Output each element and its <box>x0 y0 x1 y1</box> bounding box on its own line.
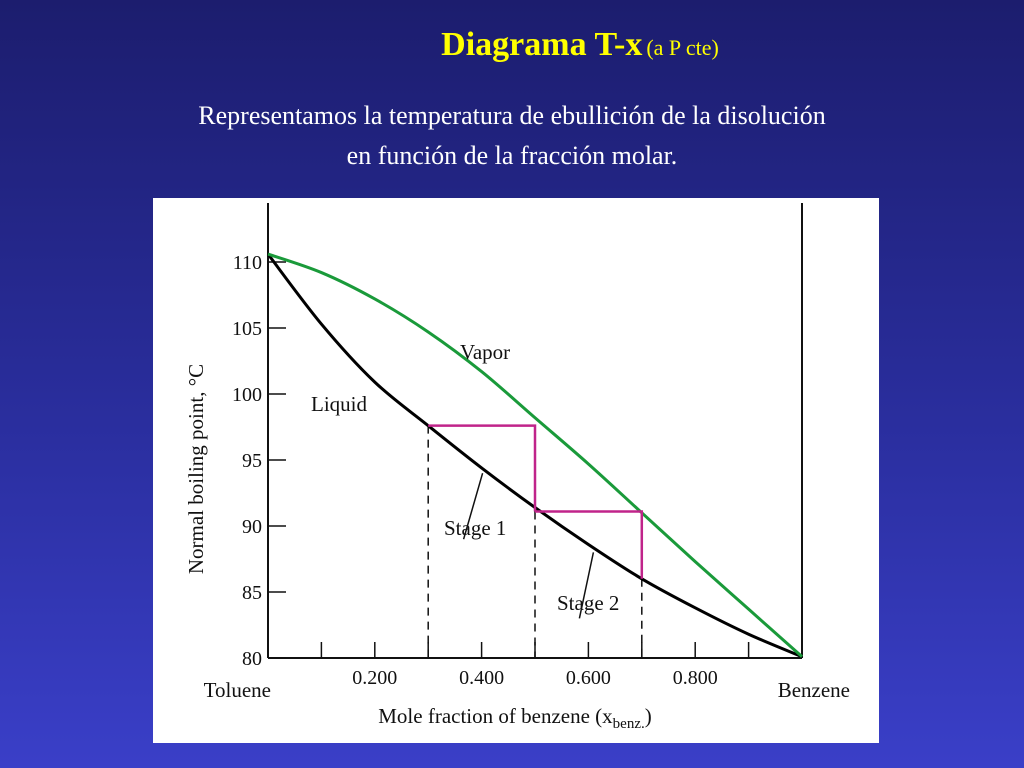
liquid-curve <box>266 253 803 659</box>
x-tick-label-4: 0.800 <box>673 667 718 689</box>
vapor-curve-label: Vapor <box>460 340 510 364</box>
stage-2-step <box>535 510 644 579</box>
stage-2-label: Stage 2 <box>557 591 619 615</box>
y-tick-label-100: 100 <box>232 384 262 406</box>
x-tick-label-3: 0.600 <box>566 667 611 689</box>
tx-diagram-chart: Normal boiling point, °C 0.200 0.400 0.6… <box>184 203 850 732</box>
y-tick-label-110: 110 <box>233 252 262 274</box>
stage-2-leader-line <box>578 552 595 619</box>
y-tick-label-95: 95 <box>242 450 262 472</box>
stage-1-label: Stage 1 <box>444 516 506 540</box>
stage-1-step <box>428 424 537 512</box>
chart-panel: Normal boiling point, °C 0.200 0.400 0.6… <box>153 198 879 743</box>
x-axis-label-main: Mole fraction of benzene (x <box>378 704 613 728</box>
y-tick-label-105: 105 <box>232 318 262 340</box>
stage-guides <box>427 425 643 658</box>
slide-subtitle: Representamos la temperatura de ebullici… <box>0 96 1024 176</box>
slide-subtitle-line-1: Representamos la temperatura de ebullici… <box>198 101 826 130</box>
x-end-label-benzene: Benzene <box>778 678 850 702</box>
y-tick-label-80: 80 <box>242 648 262 670</box>
x-end-label-toluene: Toluene <box>204 678 271 702</box>
x-tick-label-2: 0.400 <box>459 667 504 689</box>
stage-1-leader-line <box>462 472 484 540</box>
labels: Normal boiling point, °C 0.200 0.400 0.6… <box>184 252 850 732</box>
slide-title-note: (a P cte) <box>646 35 719 60</box>
x-tick-label-1: 0.200 <box>352 667 397 689</box>
x-axis-label: Mole fraction of benzene (xbenz.) <box>378 704 651 732</box>
slide-subtitle-line-2: en función de la fracción molar. <box>346 141 678 170</box>
series <box>266 252 803 659</box>
vapor-curve <box>267 252 803 658</box>
slide-title-main: Diagrama T-x <box>441 26 643 63</box>
y-tick-label-90: 90 <box>242 516 262 538</box>
slide-title: Diagrama T-x (a P cte) <box>0 26 1024 64</box>
x-axis-label-close: ) <box>645 704 652 728</box>
y-axis-label: Normal boiling point, °C <box>184 364 208 574</box>
x-axis-label-subscript: benz. <box>613 716 645 732</box>
liquid-curve-label: Liquid <box>311 392 367 416</box>
y-tick-label-85: 85 <box>242 582 262 604</box>
stage-lines <box>428 424 644 619</box>
